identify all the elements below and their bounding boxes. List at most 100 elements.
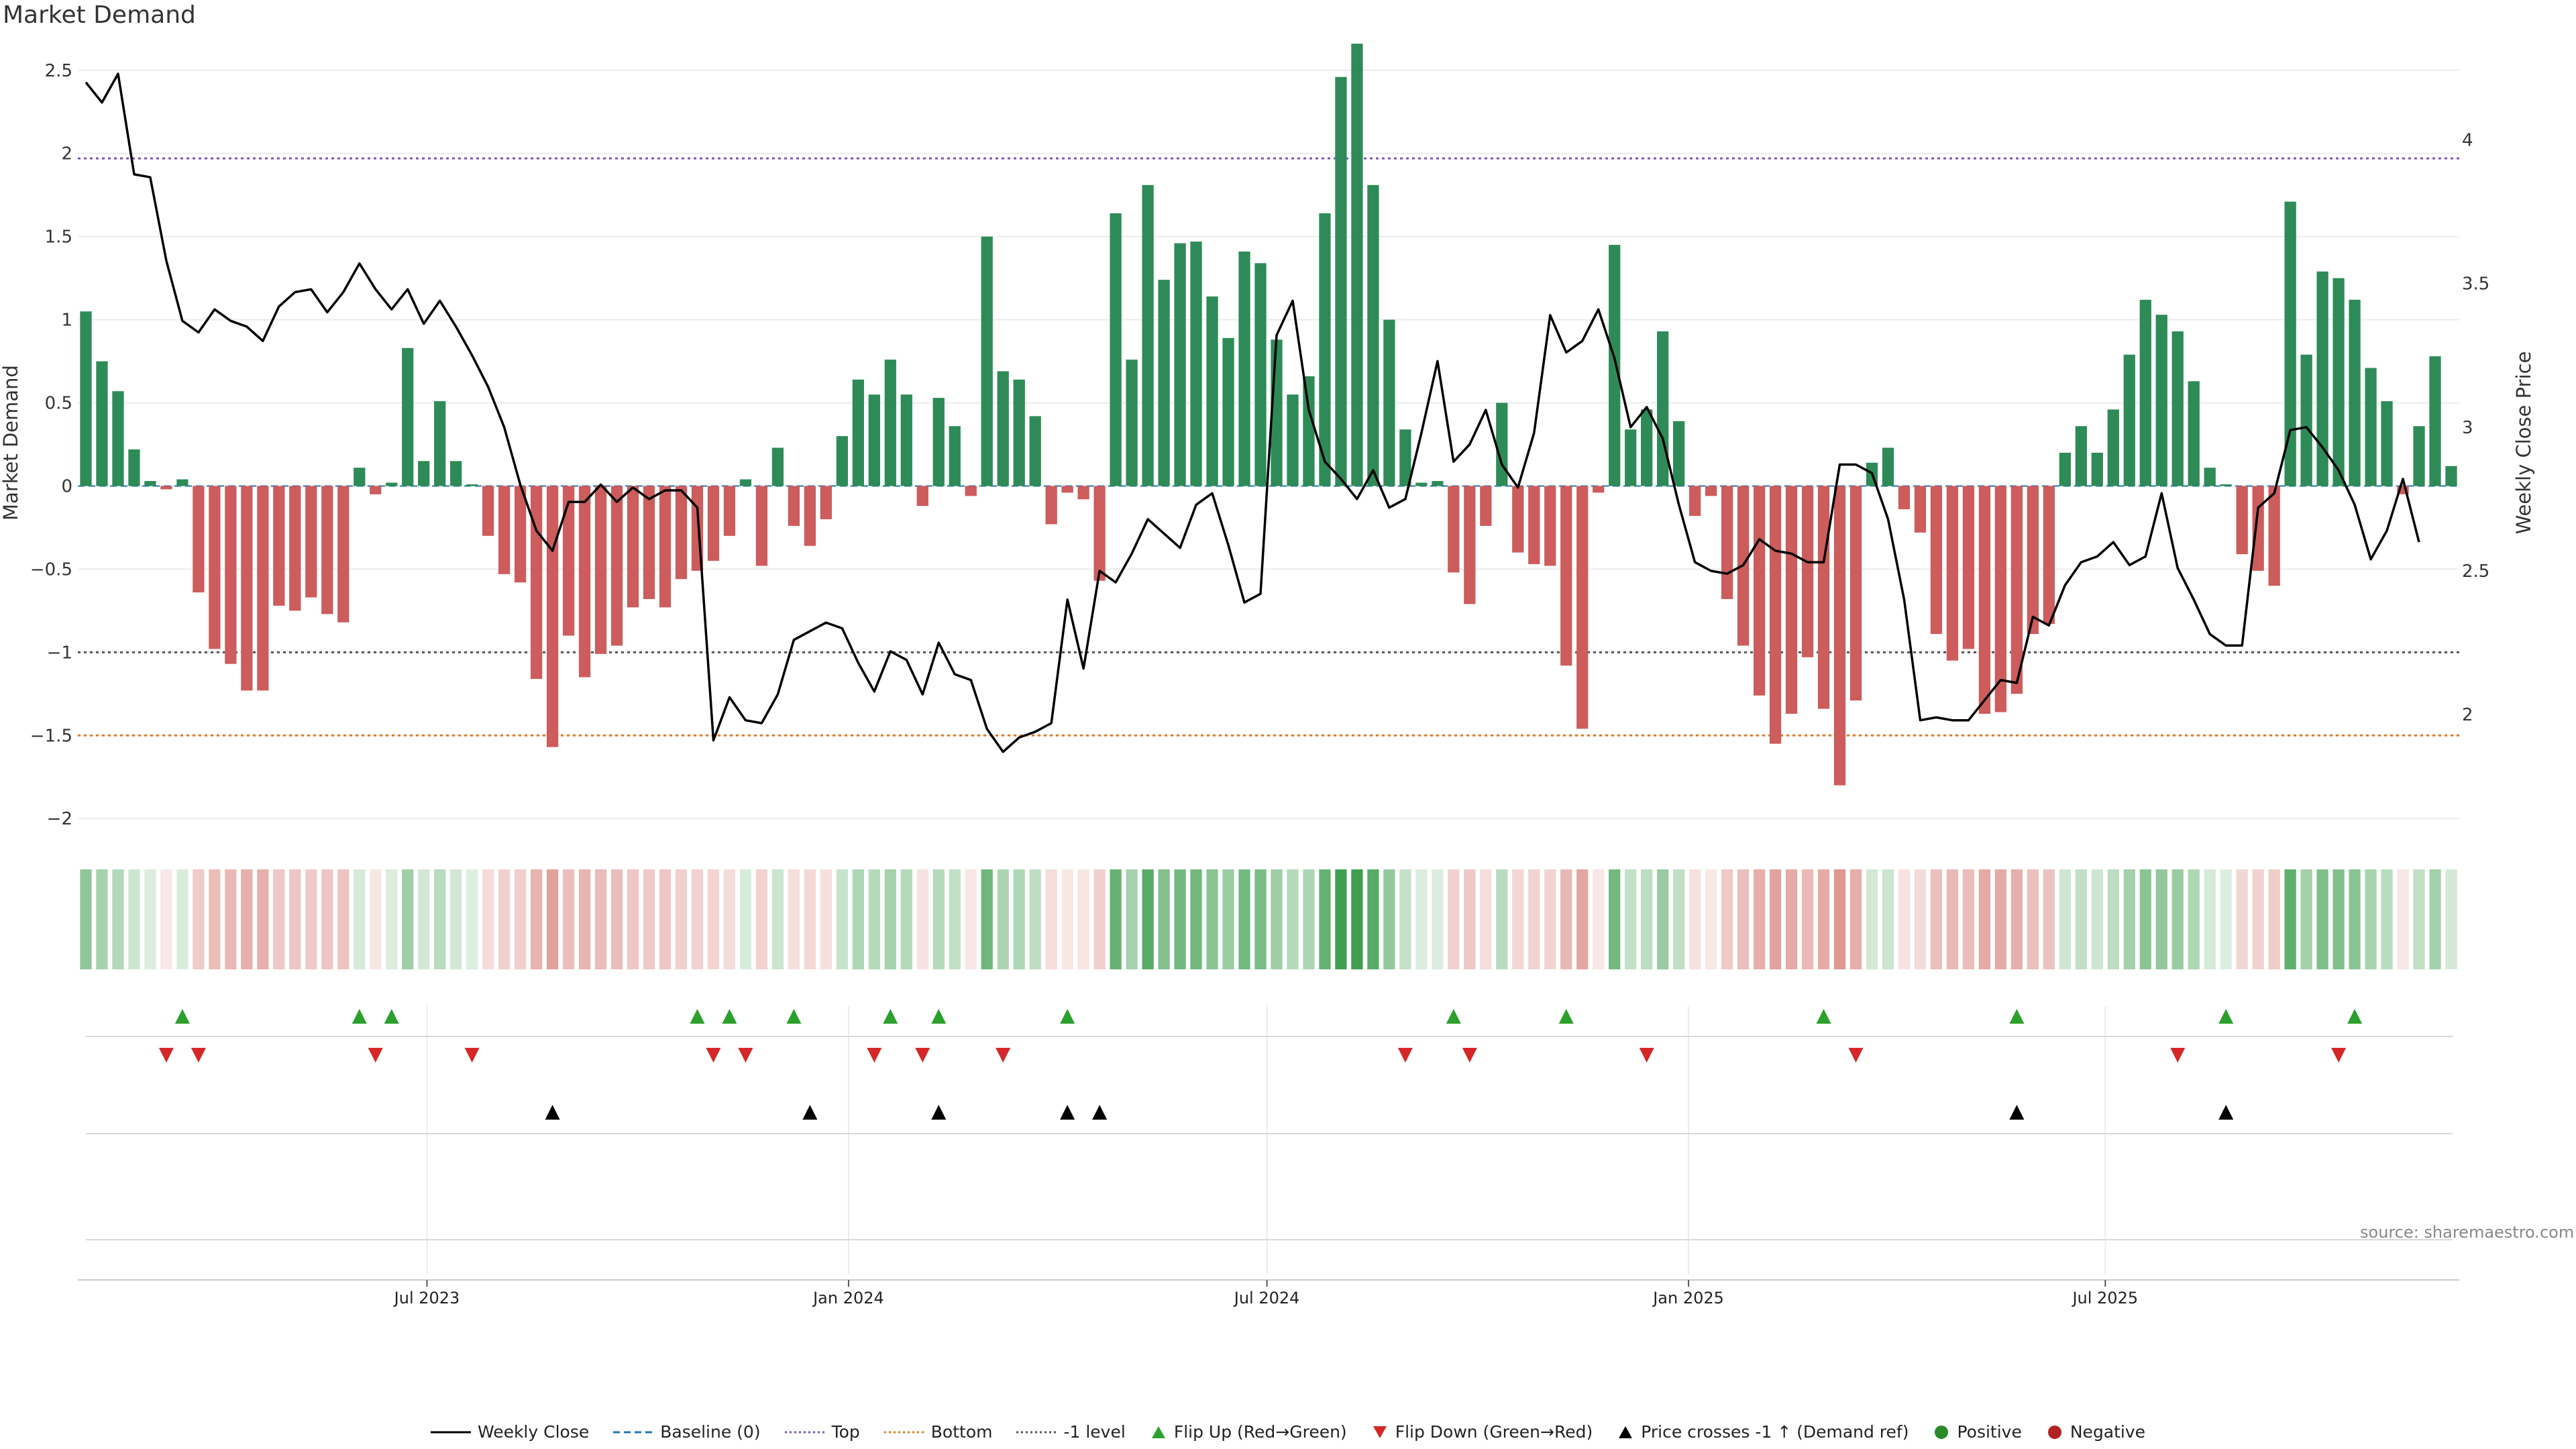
demand-bar xyxy=(2188,381,2200,486)
heat-cell xyxy=(2236,869,2248,969)
heat-cell xyxy=(514,869,527,969)
flip-down-marker xyxy=(191,1048,206,1063)
demand-bar xyxy=(1817,486,1830,709)
heat-cell xyxy=(2413,869,2425,969)
heat-cell xyxy=(2204,869,2216,969)
heat-cell xyxy=(1512,869,1524,969)
heat-cell xyxy=(755,869,768,969)
heat-cell xyxy=(2284,869,2296,969)
heat-cell xyxy=(610,869,623,969)
demand-bar xyxy=(2284,201,2296,486)
flip-down-marker xyxy=(738,1048,753,1063)
demand-bar xyxy=(1126,360,1138,486)
heat-cell xyxy=(1817,869,1830,969)
heat-cell xyxy=(1432,869,1444,969)
demand-bar xyxy=(2429,356,2441,486)
price-cross-marker xyxy=(931,1105,947,1120)
heat-cell xyxy=(2252,869,2264,969)
legend-label: Weekly Close xyxy=(477,1422,590,1442)
demand-bar xyxy=(257,486,269,691)
demand-bar xyxy=(1158,280,1170,486)
heat-cell xyxy=(997,869,1009,969)
demand-bar xyxy=(418,461,430,486)
y2-tick-label: 4 xyxy=(2462,130,2473,150)
heat-cell xyxy=(981,869,993,969)
heat-cell xyxy=(337,869,350,969)
demand-bar xyxy=(1383,319,1395,486)
x-tick-label: Jul 2024 xyxy=(1233,1289,1300,1307)
flip-up-marker xyxy=(2218,1009,2234,1024)
demand-bar xyxy=(723,486,736,536)
legend-symbol xyxy=(2047,1425,2061,1439)
demand-bar xyxy=(2123,354,2135,486)
demand-heatstrip xyxy=(80,869,2457,969)
heat-cell xyxy=(2188,869,2200,969)
heat-cell xyxy=(257,869,269,969)
heat-cell xyxy=(386,869,398,969)
demand-bar xyxy=(1544,486,1556,566)
demand-bar xyxy=(1496,402,1508,486)
heat-cell xyxy=(2381,869,2393,969)
heat-cell xyxy=(1673,869,1685,969)
heat-cell xyxy=(836,869,848,969)
legend-symbol xyxy=(1935,1425,1949,1439)
demand-bar xyxy=(1238,251,1250,486)
demand-bar xyxy=(1287,394,1299,486)
heat-cell xyxy=(820,869,833,969)
flip-up-marker xyxy=(384,1009,399,1024)
heat-cell xyxy=(2365,869,2377,969)
heat-cell xyxy=(1946,869,1959,969)
axes: 2.5 2 1.5 1 0.5 0 −0.5 −1 −1.5 −2 4 3.5 3 2.5 2 xyxy=(30,61,2489,1281)
flip-up-marker xyxy=(931,1009,947,1024)
demand-bar xyxy=(305,486,317,598)
demand-bar xyxy=(530,486,543,679)
demand-bar xyxy=(466,484,478,486)
heat-cell xyxy=(1689,869,1701,969)
heat-cell xyxy=(193,869,205,969)
demand-bar xyxy=(2413,426,2425,486)
heat-cell xyxy=(1962,869,1975,969)
reference-lines xyxy=(78,157,2459,737)
demand-bar xyxy=(1994,486,2007,712)
heat-cell xyxy=(1849,869,1862,969)
x-tick-label: Jul 2023 xyxy=(393,1289,460,1307)
heat-cell xyxy=(2091,869,2103,969)
heat-cell xyxy=(1045,869,1057,969)
heat-cell xyxy=(1399,869,1411,969)
demand-bar xyxy=(434,401,446,486)
demand-bar xyxy=(514,486,527,583)
heat-cell xyxy=(1898,869,1911,969)
heat-cell xyxy=(659,869,672,969)
demand-bar xyxy=(1882,447,1894,486)
demand-bar xyxy=(981,236,993,486)
legend-symbol xyxy=(784,1431,825,1433)
legend-label: Flip Down (Green→Red) xyxy=(1395,1422,1593,1442)
heat-cell xyxy=(739,869,752,969)
price-cross-marker xyxy=(802,1105,818,1120)
demand-bar xyxy=(771,447,784,486)
heat-cell xyxy=(1560,869,1572,969)
demand-bar xyxy=(337,486,350,623)
y-tick-label: −0.5 xyxy=(30,559,72,580)
demand-bar xyxy=(80,311,92,486)
heat-cell xyxy=(1029,869,1041,969)
heat-cell xyxy=(1303,869,1315,969)
demand-bar xyxy=(144,481,156,486)
demand-bar xyxy=(1415,482,1428,486)
heat-cell xyxy=(1914,869,1927,969)
demand-bar xyxy=(1833,486,1846,786)
flip-down-marker xyxy=(368,1048,383,1063)
demand-bar xyxy=(788,486,800,526)
heat-cell xyxy=(1287,869,1299,969)
y2-tick-label: 3 xyxy=(2462,418,2473,438)
heat-cell xyxy=(2397,869,2409,969)
flip-up-marker xyxy=(352,1009,367,1024)
demand-bar xyxy=(1335,76,1347,486)
demand-bar xyxy=(1673,421,1685,486)
flip-down-marker xyxy=(706,1048,721,1063)
heat-cell xyxy=(2332,869,2345,969)
heat-cell xyxy=(96,869,108,969)
legend-label: Flip Up (Red→Green) xyxy=(1173,1422,1347,1442)
heat-cell xyxy=(627,869,639,969)
